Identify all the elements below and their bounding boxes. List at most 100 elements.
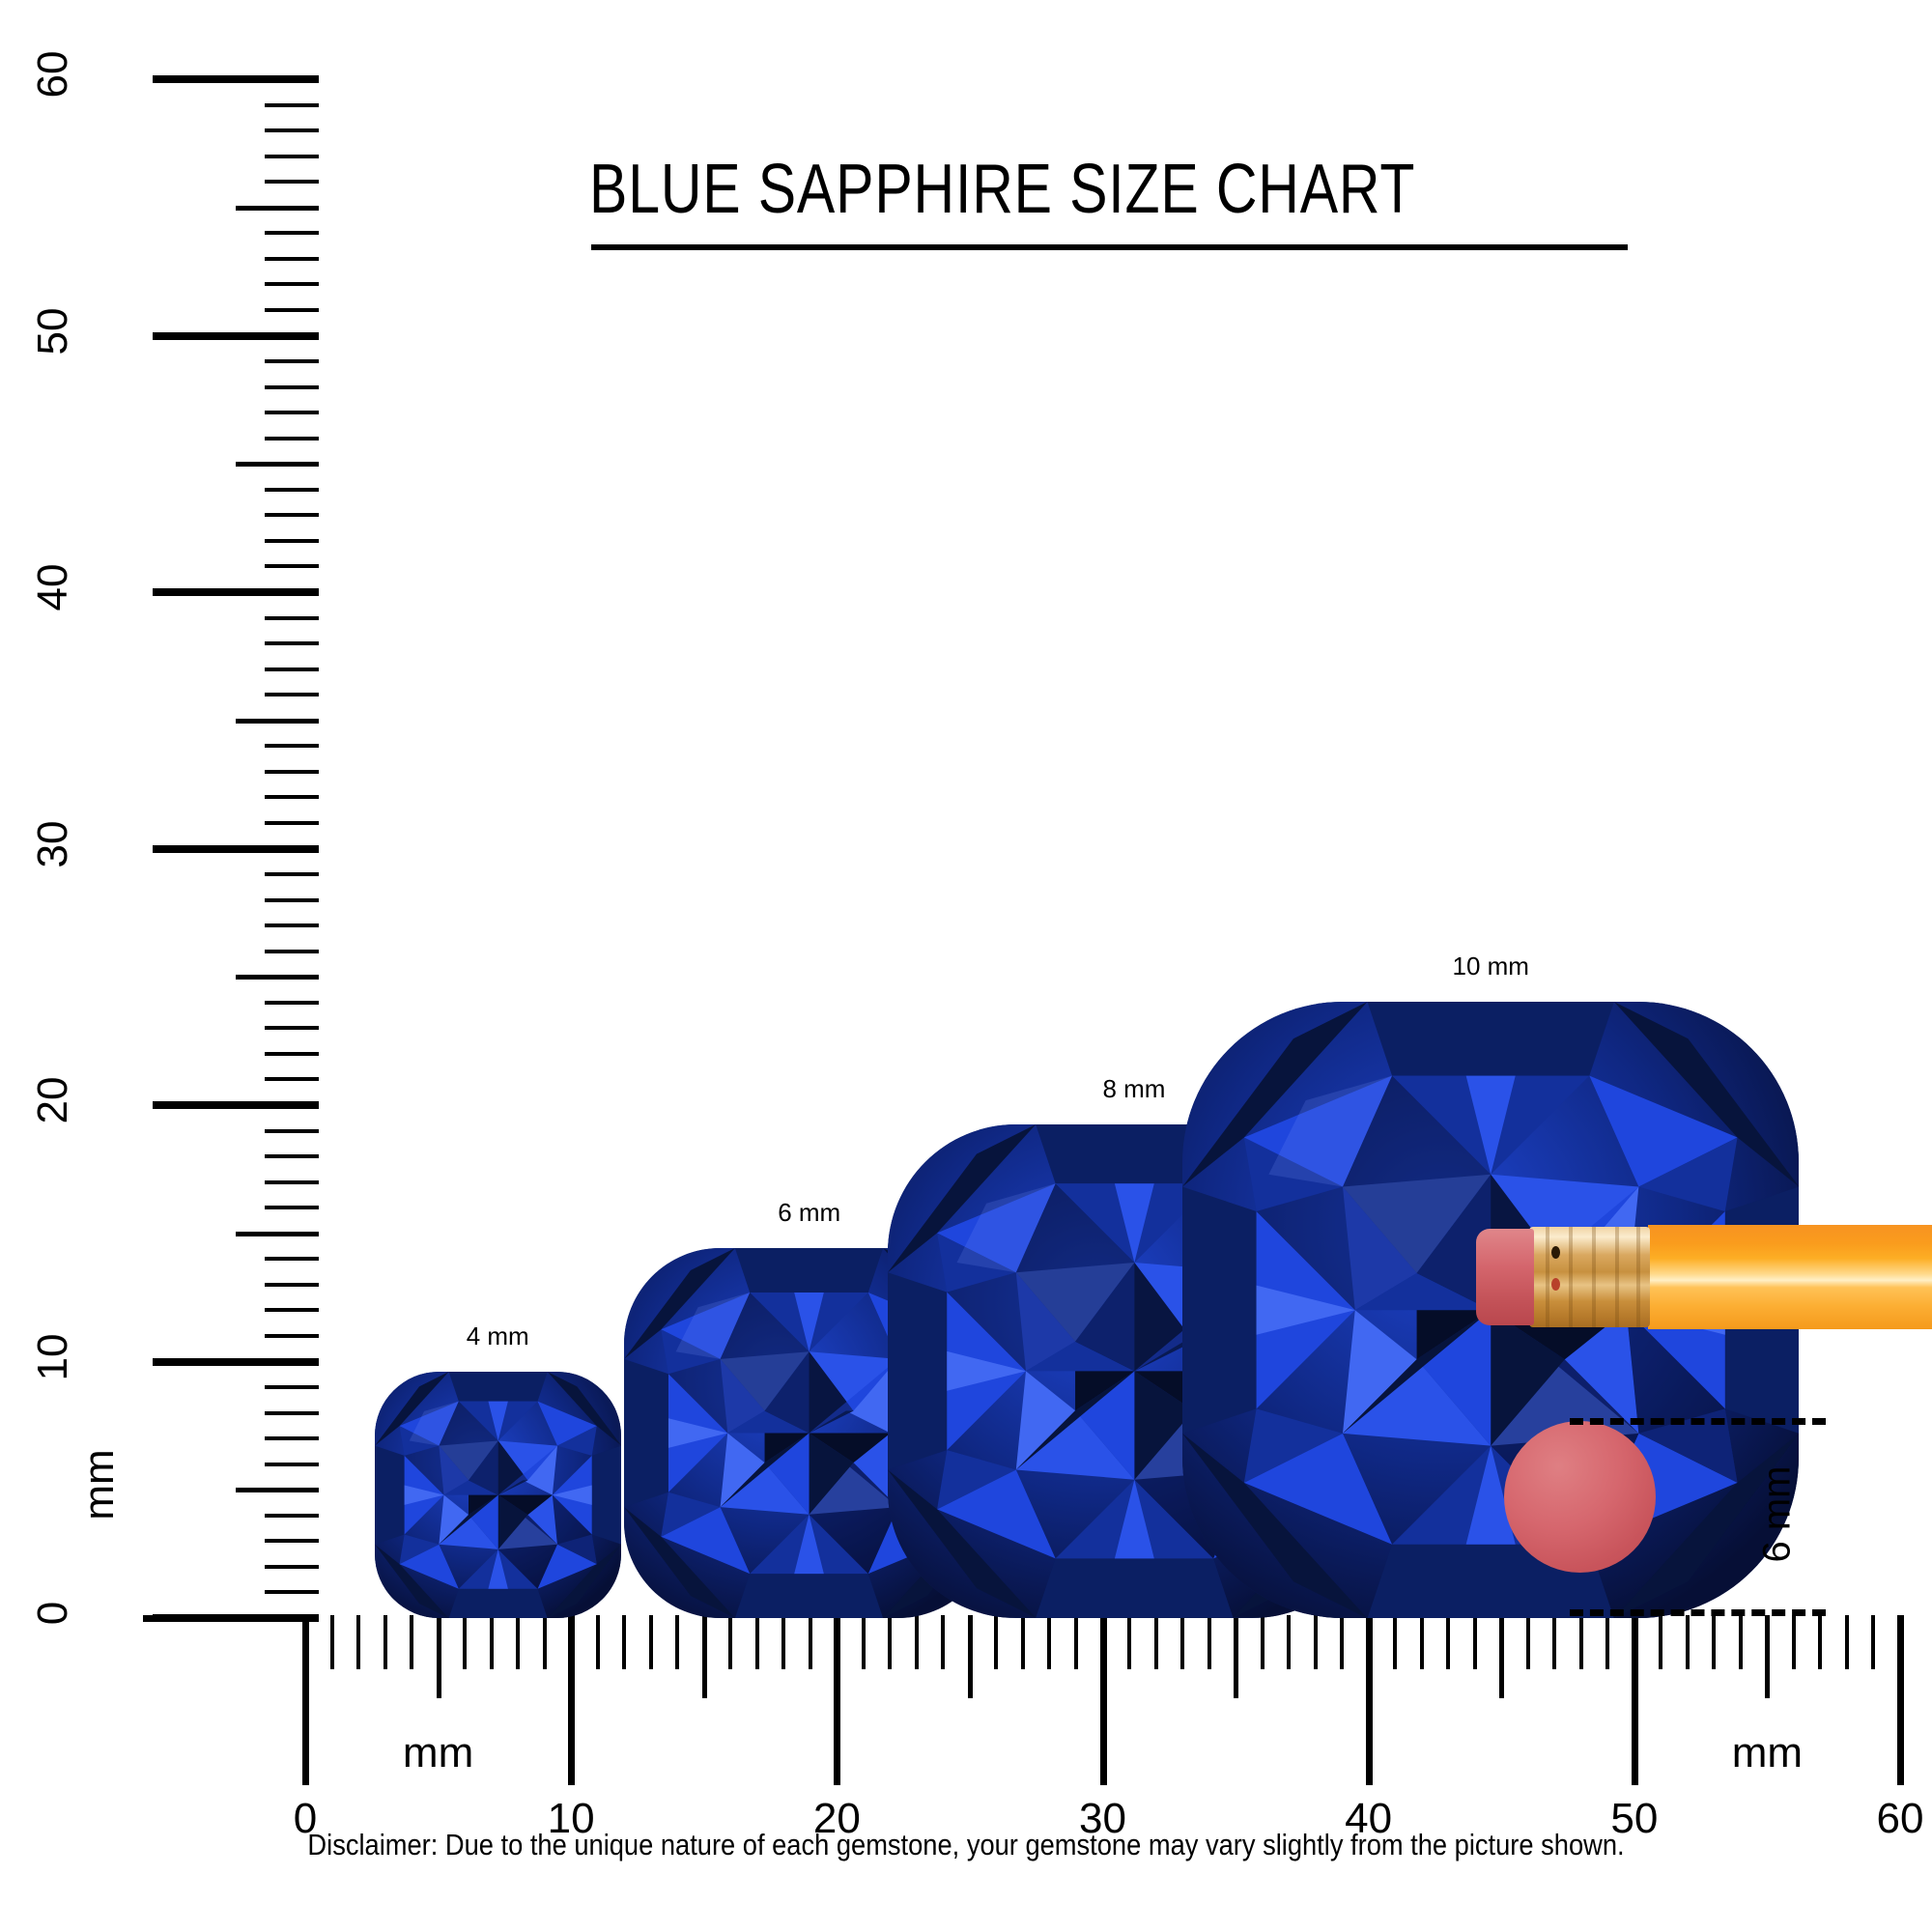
vruler-tick-33	[265, 769, 319, 774]
hruler-label-20: 20	[812, 1795, 861, 1842]
vruler-tick-11	[265, 1333, 319, 1338]
vruler-tick-14	[265, 1257, 319, 1262]
vruler-tick-46	[265, 436, 319, 440]
hruler-tick-43	[1446, 1615, 1451, 1669]
hruler-tick-57	[1818, 1615, 1823, 1669]
vruler-tick-57	[265, 154, 319, 158]
hruler-tick-39	[1340, 1615, 1345, 1669]
hruler-tick-6	[463, 1615, 468, 1669]
title-underline	[591, 244, 1628, 250]
vruler-tick-32	[265, 795, 319, 800]
hruler-tick-35	[1234, 1615, 1239, 1698]
hruler-tick-7	[489, 1615, 494, 1669]
vruler-tick-60	[153, 75, 319, 83]
eraser-dimension-label: 6 mm	[1755, 1465, 1799, 1563]
hruler-tick-49	[1605, 1615, 1610, 1669]
vruler-tick-16	[265, 1206, 319, 1210]
vruler-tick-34	[265, 744, 319, 749]
vruler-tick-15	[236, 1231, 319, 1236]
ferrule-ridge	[1592, 1227, 1596, 1327]
vruler-tick-39	[265, 615, 319, 620]
pencil-body	[1648, 1225, 1932, 1329]
hruler-tick-55	[1765, 1615, 1771, 1698]
vruler-tick-21	[265, 1077, 319, 1082]
vruler-tick-8	[265, 1410, 319, 1415]
hruler-label-0: 0	[293, 1795, 318, 1842]
vruler-tick-27	[265, 923, 319, 928]
vruler-tick-24	[265, 1000, 319, 1005]
dimension-line-bottom	[1570, 1609, 1826, 1616]
hruler-tick-25	[967, 1615, 973, 1698]
ferrule-crimp-hole	[1551, 1246, 1560, 1259]
hruler-tick-54	[1738, 1615, 1743, 1669]
vruler-tick-3	[265, 1539, 319, 1544]
page-title: BLUE SAPPHIRE SIZE CHART	[589, 151, 1416, 228]
hruler-tick-46	[1525, 1615, 1530, 1669]
hruler-tick-2	[356, 1615, 361, 1669]
hruler-tick-50	[1631, 1615, 1638, 1785]
hruler-tick-22	[888, 1615, 893, 1669]
vruler-tick-22	[265, 1051, 319, 1056]
vruler-tick-43	[265, 513, 319, 518]
vruler-tick-49	[265, 359, 319, 364]
hruler-tick-4	[410, 1615, 414, 1669]
vruler-label-20: 20	[29, 1076, 76, 1124]
dimension-line-top	[1570, 1418, 1826, 1425]
vruler-label-60: 60	[29, 50, 76, 99]
hruler-tick-27	[1020, 1615, 1025, 1669]
hruler-tick-56	[1791, 1615, 1796, 1669]
eraser-disc-reference	[1504, 1421, 1656, 1573]
vruler-tick-51	[265, 307, 319, 312]
hruler-tick-1	[329, 1615, 334, 1669]
vruler-tick-37	[265, 667, 319, 671]
vruler-tick-41	[265, 564, 319, 569]
vruler-tick-10	[153, 1357, 319, 1366]
gemstone-label-10mm: 10 mm	[1452, 951, 1529, 980]
gemstone-label-4mm: 4 mm	[466, 1321, 529, 1350]
vruler-tick-1	[265, 1590, 319, 1595]
hruler-tick-3	[383, 1615, 387, 1669]
hruler-label-30: 30	[1079, 1795, 1126, 1842]
hruler-tick-31	[1127, 1615, 1132, 1669]
vruler-tick-59	[265, 102, 319, 107]
hruler-tick-18	[781, 1615, 786, 1669]
vruler-tick-4	[265, 1513, 319, 1518]
hruler-tick-26	[994, 1615, 999, 1669]
vruler-tick-58	[265, 128, 319, 133]
pencil-ferrule	[1529, 1227, 1650, 1327]
vruler-tick-45	[236, 462, 319, 468]
hruler-unit-label-1: mm	[1731, 1729, 1804, 1776]
vruler-label-40: 40	[29, 563, 76, 611]
hruler-tick-23	[914, 1615, 919, 1669]
hruler-tick-48	[1578, 1615, 1583, 1669]
hruler-label-60: 60	[1876, 1795, 1924, 1842]
vruler-tick-31	[265, 820, 319, 825]
hruler-tick-24	[941, 1615, 946, 1669]
hruler-tick-60	[1897, 1615, 1904, 1785]
hruler-tick-52	[1685, 1615, 1690, 1669]
ferrule-ridge	[1615, 1227, 1619, 1327]
vruler-tick-19	[265, 1128, 319, 1133]
hruler-tick-37	[1287, 1615, 1292, 1669]
gemstone-4mm	[374, 1371, 621, 1618]
vruler-tick-56	[265, 180, 319, 185]
vruler-tick-26	[265, 949, 319, 953]
ferrule-ridge	[1569, 1227, 1573, 1327]
hruler-tick-20	[834, 1615, 841, 1785]
vruler-label-30: 30	[29, 820, 76, 867]
vruler-tick-44	[265, 487, 319, 492]
vruler-tick-9	[265, 1385, 319, 1390]
hruler-tick-40	[1365, 1615, 1373, 1785]
vruler-tick-20	[153, 1101, 319, 1109]
disclaimer-text: Disclaimer: Due to the unique nature of …	[307, 1828, 1625, 1861]
vruler-tick-47	[265, 411, 319, 415]
hruler-tick-59	[1871, 1615, 1876, 1669]
vruler-tick-36	[265, 693, 319, 697]
hruler-tick-38	[1313, 1615, 1318, 1669]
pencil-reference	[1476, 1225, 1932, 1329]
hruler-tick-58	[1844, 1615, 1849, 1669]
hruler-tick-21	[861, 1615, 866, 1669]
vertical-ruler: 0 10 20 30 40 50 60 mm	[0, 0, 319, 1633]
vruler-tick-48	[265, 384, 319, 389]
